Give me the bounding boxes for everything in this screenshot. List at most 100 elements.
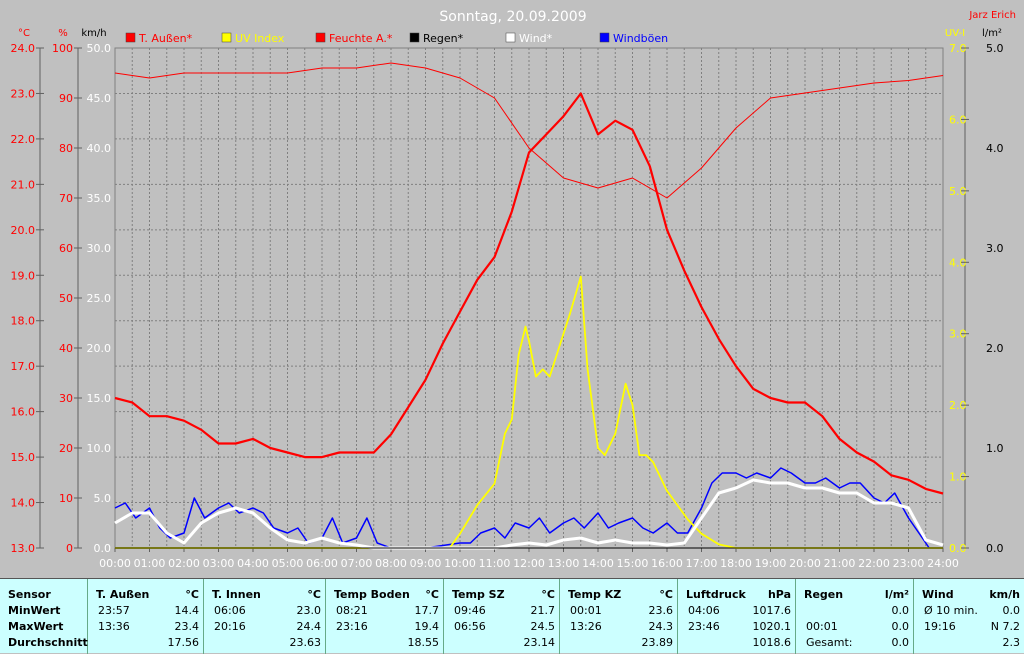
x-tick-label: 14:00 bbox=[582, 557, 614, 570]
uv-tick-label: 7.0 bbox=[949, 42, 967, 55]
x-tick-label: 21:00 bbox=[824, 557, 856, 570]
table-cell-time: 13:26 bbox=[570, 620, 602, 633]
temp-tick-label: 18.0 bbox=[11, 315, 36, 328]
chart-series bbox=[114, 62, 944, 550]
x-tick-label: 06:00 bbox=[306, 557, 338, 570]
legend-label: Feuchte A.* bbox=[329, 32, 393, 45]
table-header-unit: km/h bbox=[989, 588, 1020, 601]
table-cell-value: 1017.6 bbox=[752, 604, 792, 617]
table-header: Regen bbox=[804, 588, 844, 601]
table-cell-time: 23:16 bbox=[336, 620, 368, 633]
legend-swatch bbox=[125, 32, 136, 43]
table-column: Luftdruck hPa 04:06 1017.6 23:46 1020.1 1018.6 bbox=[678, 579, 796, 654]
table-header: T. Innen bbox=[212, 588, 261, 601]
uv-tick-label: 4.0 bbox=[949, 256, 967, 269]
x-tick-label: 23:00 bbox=[893, 557, 925, 570]
table-cell-time: 06:56 bbox=[454, 620, 486, 633]
humidity-tick-label: 30 bbox=[59, 392, 73, 405]
legend-swatch bbox=[221, 32, 232, 43]
table-cell-time: 09:46 bbox=[454, 604, 486, 617]
rain-tick-label: 2.0 bbox=[986, 342, 1004, 355]
temp-tick-label: 17.0 bbox=[11, 360, 36, 373]
table-cell-time: 23:46 bbox=[688, 620, 720, 633]
humidity-tick-label: 60 bbox=[59, 242, 73, 255]
series-line-uv bbox=[115, 275, 943, 549]
x-tick-label: 17:00 bbox=[686, 557, 718, 570]
legend-swatch bbox=[315, 32, 326, 43]
weather-chart: Sonntag, 20.09.2009 Jarz Erich T. Außen*… bbox=[10, 9, 1016, 570]
uv-tick-label: 6.0 bbox=[949, 113, 967, 126]
table-header-unit: l/m² bbox=[884, 588, 909, 601]
wind-tick-label: 10.0 bbox=[87, 442, 112, 455]
table-column: Temp SZ °C 09:46 21.7 06:56 24.5 23.14 bbox=[444, 579, 560, 654]
wind-tick-label: 5.0 bbox=[94, 492, 112, 505]
table-cell-value: 17.7 bbox=[414, 604, 440, 617]
wind-tick-label: 45.0 bbox=[87, 92, 112, 105]
wind-tick-label: 25.0 bbox=[87, 292, 112, 305]
x-tick-label: 19:00 bbox=[755, 557, 787, 570]
uv-tick-label: 0.0 bbox=[949, 542, 967, 555]
chart-grid bbox=[114, 47, 944, 549]
temp-tick-label: 15.0 bbox=[11, 451, 36, 464]
x-tick-label: 02:00 bbox=[168, 557, 200, 570]
uv-tick-label: 1.0 bbox=[949, 471, 967, 484]
table-column: T. Innen °C 06:06 23.0 20:16 24.4 23.63 bbox=[204, 579, 326, 654]
table-cell-time: 06:06 bbox=[214, 604, 246, 617]
table-cell-value: 19.4 bbox=[414, 620, 440, 633]
series-line-temp bbox=[114, 92, 944, 495]
table-cell-value: 1020.1 bbox=[752, 620, 792, 633]
chart-title: Sonntag, 20.09.2009 bbox=[439, 9, 586, 25]
table-cell-value: 23.14 bbox=[523, 636, 556, 649]
x-tick-label: 09:00 bbox=[410, 557, 442, 570]
humidity-tick-label: 70 bbox=[59, 192, 73, 205]
humidity-tick-label: 10 bbox=[59, 492, 73, 505]
legend-label: UV Index bbox=[235, 32, 285, 45]
uv-tick-label: 3.0 bbox=[949, 328, 967, 341]
x-tick-label: 24:00 bbox=[927, 557, 959, 570]
x-tick-label: 08:00 bbox=[375, 557, 407, 570]
temp-tick-label: 14.0 bbox=[11, 497, 36, 510]
temp-tick-label: 23.0 bbox=[11, 87, 36, 100]
x-tick-label: 05:00 bbox=[272, 557, 304, 570]
uv-tick-label: 5.0 bbox=[949, 185, 967, 198]
series-line-humidity bbox=[114, 62, 944, 199]
wind-tick-label: 50.0 bbox=[87, 42, 112, 55]
table-cell-value: 17.56 bbox=[167, 636, 200, 649]
x-tick-label: 16:00 bbox=[651, 557, 683, 570]
table-cell-value: 23.4 bbox=[174, 620, 200, 633]
table-header-unit: °C bbox=[659, 588, 673, 601]
table-cell-value: N 7.2 bbox=[990, 620, 1020, 633]
x-tick-label: 18:00 bbox=[720, 557, 752, 570]
legend-swatch bbox=[599, 32, 610, 43]
table-cell-value: 0.0 bbox=[891, 636, 910, 649]
table-cell-value: 2.3 bbox=[1002, 636, 1021, 649]
wind-tick-label: 0.0 bbox=[94, 542, 112, 555]
humidity-tick-label: 100 bbox=[52, 42, 73, 55]
uv-tick-label: 2.0 bbox=[949, 399, 967, 412]
table-cell-value: 23.89 bbox=[641, 636, 674, 649]
sensor-summary-table: Sensor MinWert MaxWert Durchschnitt T. Außen… bbox=[0, 578, 1024, 654]
rain-tick-label: 0.0 bbox=[986, 542, 1004, 555]
table-cell-time: 00:01 bbox=[570, 604, 602, 617]
humidity-axis-unit: % bbox=[58, 28, 68, 39]
table-cell-time: 20:16 bbox=[214, 620, 246, 633]
table-header-unit: °C bbox=[307, 588, 321, 601]
legend-label: Wind* bbox=[519, 32, 553, 45]
table-column: Temp Boden °C 08:21 17.7 23:16 19.4 18.55 bbox=[326, 579, 444, 654]
table-header: T. Außen bbox=[96, 588, 150, 601]
wind-tick-label: 40.0 bbox=[87, 142, 112, 155]
chart-axes: °C% km/h UV-I l/m² 13.0 14.0 15.0 16.0 17.0 18.0 1… bbox=[11, 28, 1004, 570]
x-tick-label: 03:00 bbox=[203, 557, 235, 570]
table-header: Wind bbox=[922, 588, 954, 601]
table-column: Temp KZ °C 00:01 23.6 13:26 24.3 23.89 bbox=[560, 579, 678, 654]
table-cell-time: 19:16 bbox=[924, 620, 956, 633]
x-tick-label: 20:00 bbox=[789, 557, 821, 570]
rain-tick-label: 3.0 bbox=[986, 242, 1004, 255]
wind-tick-label: 30.0 bbox=[87, 242, 112, 255]
temp-tick-label: 21.0 bbox=[11, 178, 36, 191]
table-cell-time: 23:57 bbox=[98, 604, 130, 617]
table-cell-value: 14.4 bbox=[174, 604, 200, 617]
table-cell-value: 24.4 bbox=[296, 620, 322, 633]
table-column: Wind km/h Ø 10 min. 0.0 19:16 N 7.2 2.3 bbox=[914, 579, 1024, 654]
legend-swatch bbox=[505, 32, 516, 43]
